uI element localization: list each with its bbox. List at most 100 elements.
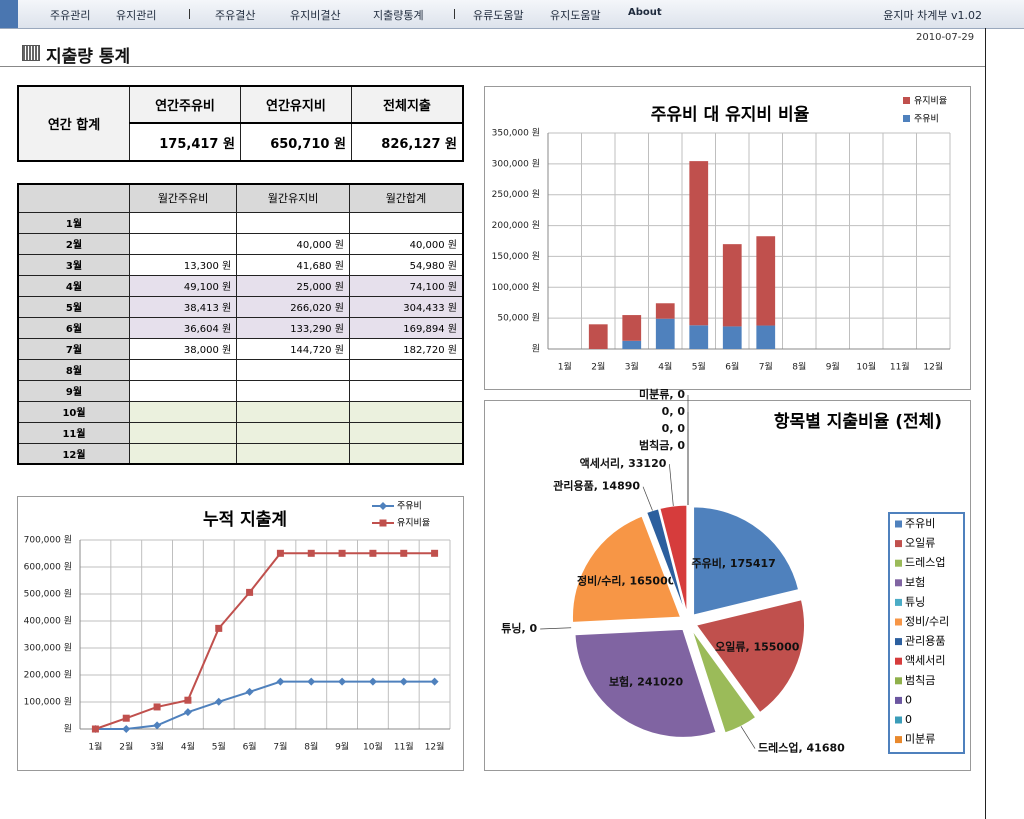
legend-swatch (895, 677, 902, 685)
table-cell (236, 400, 350, 423)
row-header: 10월 (17, 400, 130, 423)
y-tick-label: 600,000 원 (24, 562, 72, 573)
marker (122, 714, 130, 722)
y-tick-label: 500,000 원 (24, 589, 72, 600)
x-tick-label: 8월 (304, 741, 318, 753)
x-tick-label: 10월 (363, 741, 383, 753)
marker (430, 677, 439, 686)
legend-swatch (895, 559, 902, 567)
legend-label: 주유비 (914, 114, 939, 125)
table-cell: 49,100 원 (128, 274, 238, 297)
x-tick-label: 6월 (243, 741, 257, 753)
marker (307, 549, 315, 557)
pie-slice (572, 515, 682, 623)
y-tick-label: 100,000 원 (24, 697, 72, 708)
marker (245, 687, 254, 696)
table-cell: 304,433 원 (348, 295, 464, 318)
summary-value: 175,417 원 (129, 122, 241, 162)
row-header: 8월 (17, 358, 130, 381)
x-tick-label: 2월 (591, 361, 605, 373)
legend-label: 0 (905, 713, 912, 726)
table-cell (348, 379, 464, 402)
legend-label: 튜닝 (905, 595, 925, 608)
table-cell: 25,000 원 (236, 274, 350, 297)
x-tick-label: 1월 (88, 741, 102, 753)
menu-item[interactable]: 주유관리 (50, 9, 91, 22)
y-tick-label: 200,000 원 (492, 220, 540, 231)
menu-item[interactable]: About (628, 7, 662, 18)
marker (369, 549, 377, 557)
marker (153, 703, 161, 711)
row-header: 7월 (17, 337, 130, 360)
table-cell: 74,100 원 (348, 274, 464, 297)
bar (622, 340, 642, 349)
pie-slice (571, 621, 680, 629)
legend-swatch (895, 696, 902, 704)
summary-table: 연간 합계 연간주유비 연간유지비 전체지출 175,417 원 650,710… (17, 85, 464, 162)
legend-swatch (895, 716, 902, 724)
data-label: 보험, 241020 (609, 675, 684, 689)
bar (689, 325, 709, 349)
menu-item[interactable]: 지출량통계 (373, 9, 424, 22)
legend-swatch (895, 520, 902, 528)
table-row: 1월 (17, 211, 464, 234)
y-tick-label: 350,000 원 (492, 128, 540, 139)
pie-slice (659, 504, 688, 614)
menu-bar: 주유관리 유지관리 주유결산 유지비결산 지출량통계 유류도움말 유지도움말 A… (0, 0, 1024, 29)
y-tick-label: 300,000 원 (24, 643, 72, 654)
x-tick-label: 11월 (394, 741, 414, 753)
x-tick-label: 12월 (425, 741, 445, 753)
pie-slice (695, 599, 805, 714)
marker (338, 549, 346, 557)
menu-item[interactable]: 유류도움말 (473, 9, 524, 22)
data-label: 튜닝, 0 (501, 621, 537, 635)
menu-item[interactable]: 유지관리 (116, 9, 157, 22)
table-cell: 41,680 원 (236, 253, 350, 276)
x-tick-label: 7월 (759, 361, 773, 373)
x-tick-label: 6월 (725, 361, 739, 373)
table-cell: 266,020 원 (236, 295, 350, 318)
table-row: 5월 38,413 원 266,020 원 304,433 원 (17, 295, 464, 318)
table-row: 4월 49,100 원 25,000 원 74,100 원 (17, 274, 464, 297)
legend-label: 관리용품 (905, 635, 945, 648)
y-tick-label: 300,000 원 (492, 158, 540, 169)
bar (722, 244, 742, 327)
table-cell (128, 211, 238, 234)
data-label: 정비/수리, 165000 (577, 574, 676, 588)
table-cell: 169,894 원 (348, 316, 464, 339)
legend-label: 보험 (905, 576, 925, 589)
chart-title: 주유비 대 유지비 비율 (651, 105, 810, 125)
legend-label: 주유비 (905, 517, 935, 530)
marker (400, 549, 408, 557)
y-tick-label: 250,000 원 (492, 189, 540, 200)
x-tick-label: 9월 (335, 741, 349, 753)
corner-cell (17, 183, 130, 213)
legend-swatch (895, 540, 902, 548)
menu-item[interactable]: 유지도움말 (550, 9, 601, 22)
menu-item[interactable]: 주유결산 (215, 9, 256, 22)
marker (215, 624, 223, 632)
row-header: 3월 (17, 253, 130, 276)
x-tick-label: 8월 (792, 361, 806, 373)
row-header: 4월 (17, 274, 130, 297)
table-row: 7월 38,000 원 144,720 원 182,720 원 (17, 337, 464, 360)
bar (655, 303, 675, 319)
pie-slice (574, 628, 717, 738)
table-cell (348, 442, 464, 465)
table-cell: 13,300 원 (128, 253, 238, 276)
pie-slice (693, 506, 800, 616)
x-tick-label: 11월 (890, 361, 910, 373)
column-header: 월간유지비 (236, 183, 350, 213)
menu-item[interactable]: 유지비결산 (290, 9, 341, 22)
legend-swatch (895, 598, 902, 606)
bar (689, 161, 709, 326)
legend-label: 유지비율 (914, 96, 947, 107)
divider (985, 28, 986, 819)
marker (122, 725, 131, 733)
legend-label: 오일류 (905, 536, 935, 550)
summary-header: 연간주유비 (129, 85, 241, 124)
marker (399, 677, 408, 686)
row-header: 1월 (17, 211, 130, 234)
data-label: 미분류, 0 (639, 387, 685, 401)
